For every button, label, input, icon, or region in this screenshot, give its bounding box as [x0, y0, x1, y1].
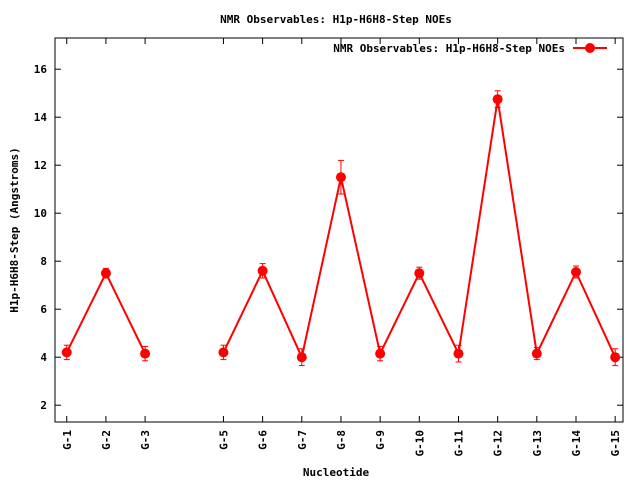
data-point	[61, 347, 72, 358]
x-tick-label: G-9	[374, 430, 387, 450]
x-tick-label: G-3	[139, 430, 152, 450]
y-tick-label: 4	[40, 351, 47, 364]
x-tick-label: G-2	[100, 430, 113, 450]
x-tick-label: G-13	[531, 430, 544, 457]
y-tick-label: 16	[34, 63, 48, 76]
x-tick-label: G-10	[413, 430, 426, 457]
series-layer	[61, 90, 621, 367]
data-point	[335, 172, 346, 183]
y-tick-label: 10	[34, 207, 47, 220]
data-point	[570, 267, 581, 277]
data-point	[296, 352, 307, 363]
y-tick-label: 8	[40, 255, 47, 268]
x-tick-label: G-7	[296, 430, 309, 450]
y-axis: 2 4 6 8 10 12 14 16	[34, 63, 623, 412]
data-point	[257, 265, 268, 276]
x-tick-label: G-12	[492, 430, 505, 457]
x-tick-label: G-11	[452, 430, 465, 457]
x-tick-label: G-8	[335, 430, 348, 450]
x-tick-label: G-14	[570, 430, 583, 457]
series-line	[222, 99, 617, 361]
x-axis: G-1 G-2 G-3 G-5 G-6 G-7 G-8 G-9 G-10 G-11 G-12 G-13…	[61, 38, 622, 457]
x-tick-label: G-1	[61, 430, 74, 450]
data-point	[375, 348, 386, 359]
data-point	[531, 348, 542, 359]
x-tick-label: G-15	[609, 430, 622, 457]
data-point	[414, 268, 425, 279]
series-line	[65, 270, 146, 355]
y-tick-label: 12	[34, 159, 47, 172]
data-point	[610, 352, 621, 363]
y-tick-label: 14	[34, 111, 48, 124]
y-axis-label: H1p-H6H8-Step (Angstroms)	[8, 147, 21, 313]
x-tick-label: G-5	[217, 430, 230, 450]
legend-label: NMR Observables: H1p-H6H8-Step NOEs	[333, 42, 565, 55]
data-point	[100, 268, 111, 279]
x-axis-label: Nucleotide	[303, 466, 370, 479]
data-point	[140, 348, 151, 359]
plot-frame	[54, 37, 624, 423]
legend-marker-sample	[585, 43, 595, 53]
y-tick-label: 6	[40, 303, 47, 316]
x-tick-label: G-6	[257, 430, 270, 450]
data-point	[218, 347, 229, 358]
legend: NMR Observables: H1p-H6H8-Step NOEs	[333, 42, 607, 55]
chart-title: NMR Observables: H1p-H6H8-Step NOEs	[220, 13, 452, 26]
data-point	[492, 94, 503, 105]
data-point	[453, 348, 464, 359]
y-tick-label: 2	[40, 399, 47, 412]
